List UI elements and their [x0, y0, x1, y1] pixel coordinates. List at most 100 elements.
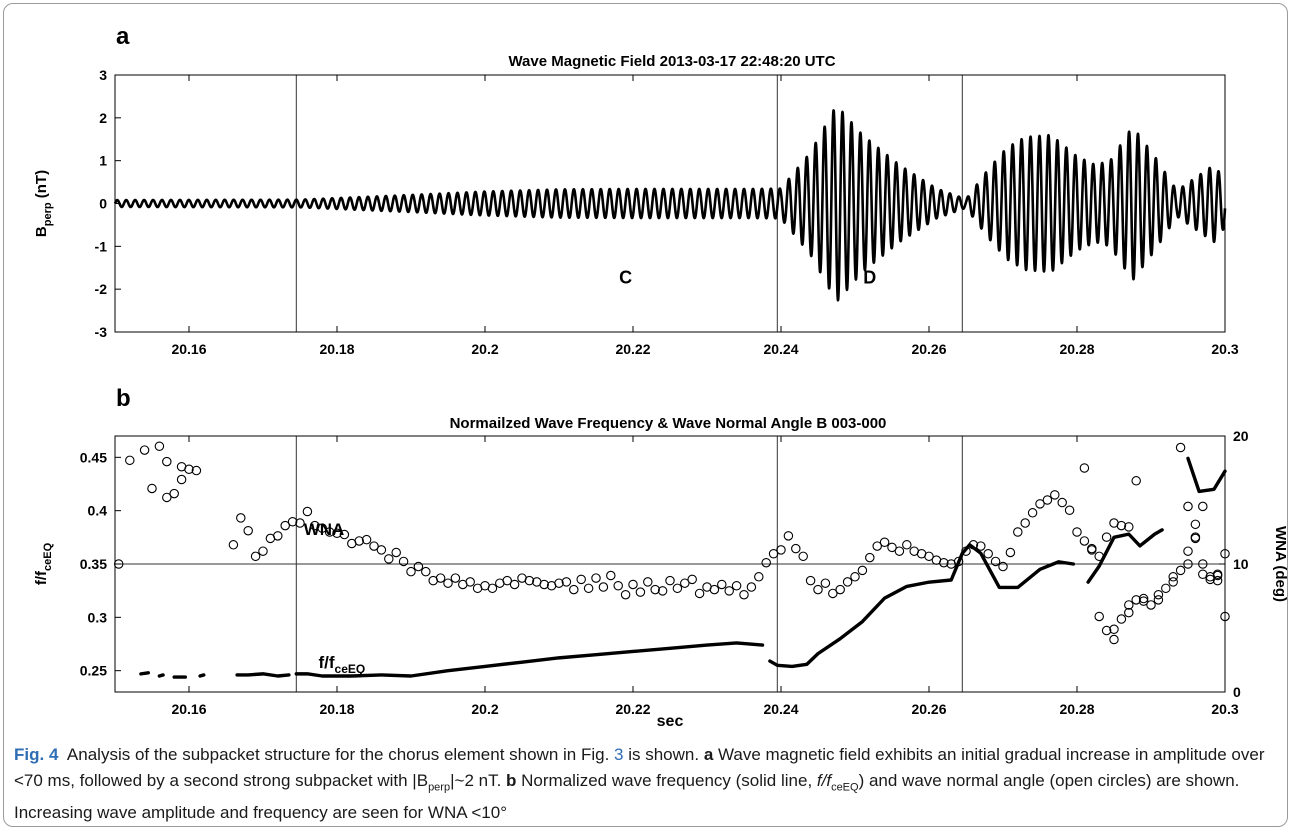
wna-point	[872, 541, 882, 551]
wna-point	[324, 527, 335, 537]
wna-point	[894, 546, 905, 556]
caption-ff: f/f	[816, 771, 832, 790]
y-tick-label: 3	[99, 67, 107, 83]
wna-point	[813, 584, 823, 595]
wna-point	[413, 561, 424, 572]
wna-point	[783, 531, 794, 541]
panel-b: b Normailzed Wave Frequency & Wave Norma…	[33, 385, 1289, 730]
wna-point	[317, 523, 327, 533]
wna-point	[583, 583, 594, 594]
wna-point	[250, 551, 261, 562]
wna-point	[1079, 536, 1090, 546]
wna-point	[1153, 595, 1164, 605]
wna-point	[1168, 577, 1178, 587]
annotation-label: D	[863, 267, 876, 287]
x-tick-label: 20.2	[471, 341, 498, 357]
wna-point	[569, 584, 579, 595]
ffceeq-line-segment	[235, 672, 291, 678]
ffceeq-line-segment	[198, 673, 206, 678]
wna-point	[1042, 495, 1053, 505]
y-tick-label: 0.3	[88, 609, 108, 625]
wna-point	[1094, 611, 1104, 622]
wna-point	[1212, 575, 1223, 586]
wna-point	[680, 578, 690, 588]
caption-fig-ref[interactable]: 3	[614, 745, 624, 764]
wna-point	[1027, 508, 1038, 518]
wna-point	[1124, 607, 1134, 618]
wna-point	[1131, 476, 1141, 486]
figure-frame	[3, 3, 1288, 827]
caption-text-5: Normalized wave frequency (solid line,	[516, 771, 817, 790]
wna-point	[465, 577, 475, 587]
wna-point	[1183, 559, 1193, 569]
wna-point	[1183, 546, 1193, 556]
wna-point	[1146, 600, 1156, 610]
wna-point	[125, 455, 135, 466]
wna-point	[236, 513, 246, 523]
x-tick-label: 20.24	[763, 341, 798, 357]
wna-point	[739, 589, 749, 600]
x-tick-label: 20.22	[615, 341, 650, 357]
y2-tick-label: 0	[1233, 684, 1241, 700]
wna-point	[1198, 559, 1208, 569]
wna-point	[835, 584, 845, 595]
wna-point	[561, 577, 572, 587]
wna-point	[443, 578, 453, 588]
wna-point	[228, 540, 239, 550]
wna-point	[243, 525, 253, 536]
panel-a-plot-area: 20.16 20.18 20.2 20.22 20.24 20.26 20.28 20.3 -3…	[33, 67, 1239, 357]
wna-point	[1013, 527, 1023, 537]
panel-a: a Wave Magnetic Field 2013-03-17 22:48:2…	[33, 23, 1239, 357]
y-axis-label-sub: perp	[42, 202, 54, 226]
wna-point	[1124, 600, 1134, 610]
wna-point	[768, 549, 779, 559]
wna-point	[435, 573, 446, 583]
wna-point	[1101, 532, 1112, 542]
y-tick-label: 1	[99, 153, 107, 169]
x-tick-label: 20.28	[1059, 341, 1094, 357]
ffceeq-annotation-main: f/f	[319, 653, 335, 672]
wna-point	[717, 579, 727, 590]
y2-axis-label: WNA (deg)	[1272, 526, 1289, 602]
wna-point	[694, 588, 705, 599]
y-axis-label-sub: ceEQ	[42, 542, 54, 571]
wna-point	[1116, 520, 1127, 531]
x-tick-label: 20.28	[1059, 701, 1094, 717]
wna-point	[924, 551, 934, 562]
wna-point	[376, 545, 387, 555]
wna-point	[1064, 505, 1075, 515]
wna-point	[1101, 625, 1112, 636]
wna-point	[776, 545, 786, 555]
ffceeq-line-segment	[139, 671, 150, 676]
panel-b-plot-area: 20.16 20.18 20.2 20.22 20.24 20.26 20.28 20.3 0.…	[33, 428, 1289, 730]
panel-b-title: Normailzed Wave Frequency & Wave Normal …	[450, 415, 887, 432]
wna-point	[879, 537, 890, 547]
wna-point	[643, 577, 653, 587]
ffceeq-line-segment	[157, 673, 165, 678]
x-tick-label: 20.26	[911, 701, 946, 717]
wna-point	[1109, 624, 1119, 635]
wna-point	[1168, 572, 1178, 582]
wna-point	[1035, 499, 1045, 509]
wna-point	[191, 465, 202, 476]
wna-point	[509, 579, 520, 590]
wna-point	[620, 589, 631, 600]
wna-point	[687, 574, 697, 585]
y2-tick-label: 20	[1233, 428, 1249, 444]
wna-point	[361, 534, 372, 545]
y2-tick-label: 10	[1233, 556, 1249, 572]
wna-point	[939, 557, 949, 568]
wna-point	[1220, 611, 1230, 622]
y-tick-label: 0.45	[80, 449, 107, 465]
wna-point	[805, 575, 816, 586]
wna-point	[1138, 596, 1149, 606]
y-tick-label: -1	[95, 238, 108, 254]
figure-caption: Fig. 4 Analysis of the subpacket structu…	[14, 742, 1276, 826]
y-axis-label: f/fceEQ	[33, 542, 54, 585]
y-tick-label: 0.35	[80, 556, 107, 572]
wna-point	[828, 588, 838, 599]
wna-point	[176, 474, 187, 485]
wna-point	[369, 541, 379, 551]
wna-point	[1079, 463, 1090, 473]
x-tick-label: 20.16	[171, 701, 206, 717]
